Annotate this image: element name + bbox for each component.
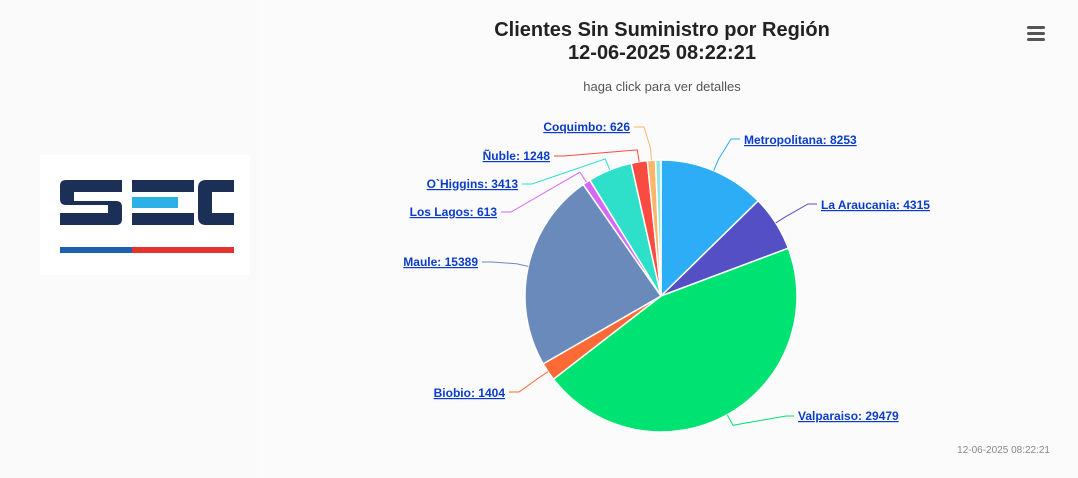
connector-line <box>713 138 740 171</box>
chart-subtitle: haga click para ver detalles <box>583 79 741 94</box>
data-label[interactable]: Los Lagos: 613 <box>410 205 498 219</box>
logo-panel <box>0 0 258 478</box>
connector-line <box>482 261 529 267</box>
connector-line <box>522 158 611 185</box>
data-label[interactable]: Maule: 15389 <box>403 255 478 269</box>
chart-title-line1: Clientes Sin Suministro por Región <box>494 19 830 41</box>
data-label[interactable]: La Araucania: 4315 <box>821 198 930 212</box>
chart-title-line2: 12-06-2025 08:22:21 <box>568 42 756 64</box>
connector-line <box>726 414 794 426</box>
data-label[interactable]: Valparaiso: 29479 <box>798 409 899 423</box>
connector-line <box>501 171 587 213</box>
sec-logo-image <box>60 180 234 253</box>
chart-menu-button[interactable] <box>1020 18 1050 48</box>
connector-line <box>554 149 640 162</box>
chart-timestamp: 12-06-2025 08:22:21 <box>957 445 1050 456</box>
connector-line <box>634 126 652 161</box>
pie-slice-other[interactable] <box>654 159 662 297</box>
sec-logo <box>40 155 250 275</box>
data-label[interactable]: Ñuble: 1248 <box>483 148 551 163</box>
connector-line <box>509 371 549 393</box>
data-label[interactable]: O`Higgins: 3413 <box>427 177 519 191</box>
pie-slice-maule[interactable] <box>524 183 663 365</box>
chart-title: Clientes Sin Suministro por Región 12-06… <box>258 19 1066 65</box>
data-label[interactable]: Metropolitana: 8253 <box>744 133 857 147</box>
data-label[interactable]: Biobio: 1404 <box>434 386 506 400</box>
connector-line <box>775 203 817 224</box>
data-label[interactable]: Coquimbo: 626 <box>543 120 630 134</box>
